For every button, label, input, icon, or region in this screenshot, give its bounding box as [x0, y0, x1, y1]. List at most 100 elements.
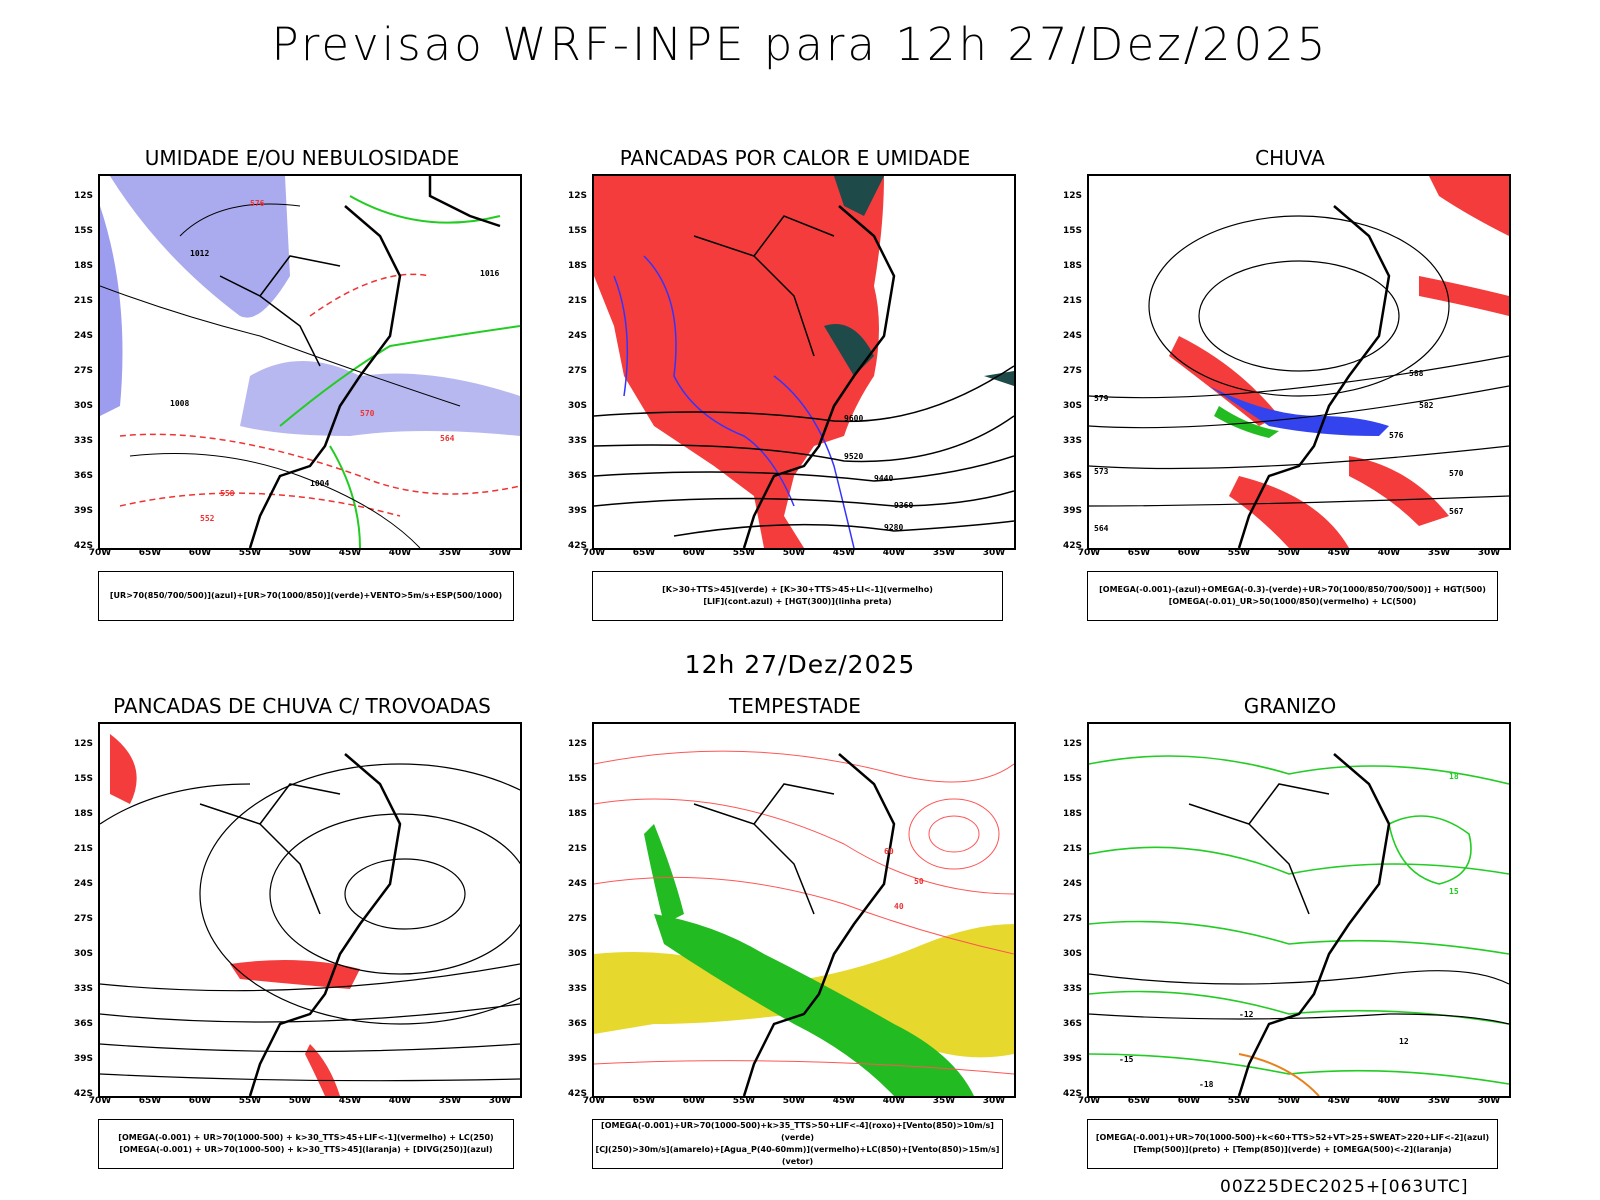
map-area[interactable] — [98, 722, 522, 1098]
lat-tick-label: 24S — [1063, 331, 1083, 341]
temp500-contour — [1089, 970, 1509, 985]
panel-granizo[interactable]: GRANIZO -12 -15 -18 12 15 18 [OMEGA(-0.0… — [1040, 694, 1540, 1194]
lat-tick-label: 30S — [1063, 949, 1083, 959]
lat-tick-label: 27S — [74, 914, 94, 924]
lon-tick-label: 30W — [982, 1096, 1006, 1106]
panel-chuva[interactable]: CHUVA 588 582 579 576 573 570 567 564 — [1040, 146, 1540, 646]
panel-pancadas-trovoadas[interactable]: PANCADAS DE CHUVA C/ TROVOADAS [OMEGA(-0… — [52, 694, 552, 1194]
streamline — [344, 858, 466, 930]
panel-pancadas-calor[interactable]: PANCADAS POR CALOR E UMIDADE 9600 9520 9… — [545, 146, 1045, 646]
lon-tick-label: 70W — [1077, 1096, 1101, 1106]
contour-label: 1008 — [170, 399, 189, 408]
lon-tick-label: 50W — [782, 548, 806, 558]
legend-line: [OMEGA(-0.001) + UR>70(1000-500) + k>30_… — [118, 1133, 494, 1142]
lon-axis: 70W 65W 60W 55W 50W 45W 40W 35W 30W — [583, 1096, 1012, 1108]
forecast-time-subtitle: 12h 27/Dez/2025 — [684, 650, 916, 679]
lon-tick-label: 35W — [932, 1096, 956, 1106]
humidity-blue-area — [110, 176, 290, 318]
streamline-red — [594, 750, 1014, 783]
map-area[interactable]: 1012 1016 1008 1004 576 570 564 558 552 — [98, 174, 522, 550]
lon-tick-label: 40W — [1377, 1096, 1401, 1106]
lat-tick-label: 27S — [1063, 914, 1083, 924]
lon-tick-label: 70W — [88, 1096, 112, 1106]
lon-tick-label: 60W — [188, 548, 212, 558]
humidity-green-contour — [279, 325, 520, 427]
lat-tick-label: 39S — [1063, 506, 1083, 516]
lat-tick-label: 36S — [568, 1019, 588, 1029]
map-area[interactable]: 588 582 579 576 573 570 567 564 — [1087, 174, 1511, 550]
lat-tick-label: 18S — [568, 261, 588, 271]
temp850-contour — [1089, 990, 1509, 1025]
map-area[interactable]: 40 50 60 — [592, 722, 1016, 1098]
wind-green-area — [654, 914, 974, 1096]
lon-axis: 70W 65W 60W 55W 50W 45W 40W 35W 30W — [1078, 548, 1507, 560]
streamline-red — [908, 798, 1000, 870]
rain-red-area — [1169, 336, 1279, 426]
lat-tick-label: 42S — [74, 541, 94, 551]
lon-tick-label: 35W — [1427, 548, 1451, 558]
lon-tick-label: 30W — [488, 548, 512, 558]
lat-tick-label: 27S — [74, 366, 94, 376]
lon-tick-label: 70W — [582, 548, 606, 558]
lon-tick-label: 35W — [438, 548, 462, 558]
lat-tick-label: 12S — [1063, 191, 1083, 201]
coastline — [248, 753, 402, 1096]
height-contour — [594, 365, 1014, 423]
coastline — [742, 205, 896, 548]
map-area[interactable]: 9600 9520 9440 9360 9280 — [592, 174, 1016, 550]
lat-tick-label: 39S — [74, 1054, 94, 1064]
lat-tick-label: 15S — [74, 226, 94, 236]
lon-tick-label: 55W — [1227, 548, 1251, 558]
lat-tick-label: 18S — [568, 809, 588, 819]
legend-line: [OMEGA(-0.001)+UR>70(1000-500)+k<60+TTS>… — [1095, 1133, 1490, 1142]
lon-tick-label: 40W — [882, 1096, 906, 1106]
legend-line: [UR>70(850/700/500)](azul)+[UR>70(1000/8… — [109, 591, 503, 600]
lat-tick-label: 15S — [1063, 226, 1083, 236]
panel-tempestade[interactable]: TEMPESTADE 40 50 60 [OMEGA(-0.001)+UR>70… — [545, 694, 1045, 1194]
contour-label: 1012 — [190, 249, 209, 258]
streamline-red — [594, 798, 1014, 895]
height-contour — [594, 490, 1014, 507]
map-area[interactable]: -12 -15 -18 12 15 18 — [1087, 722, 1511, 1098]
contour-label: 576 — [1389, 431, 1404, 440]
lat-tick-label: 27S — [568, 366, 588, 376]
lon-tick-label: 40W — [1377, 548, 1401, 558]
lat-tick-label: 36S — [568, 471, 588, 481]
instability-dark-green-area — [834, 176, 884, 216]
contour-label: 558 — [220, 489, 235, 498]
humidity-blue-west — [100, 206, 123, 416]
rain-red-area — [1429, 176, 1509, 236]
streamline-red — [594, 1060, 1014, 1075]
lon-tick-label: 50W — [288, 548, 312, 558]
thickness-red-contour — [119, 492, 401, 517]
streamline-red — [594, 876, 1014, 955]
legend-box: [OMEGA(-0.001)+UR>70(1000-500)+k>35_TTS>… — [592, 1119, 1003, 1169]
panel-umidade[interactable]: UMIDADE E/OU NEBULOSIDADE 1012 1016 1008… — [52, 146, 552, 646]
lon-tick-label: 55W — [1227, 1096, 1251, 1106]
lat-tick-label: 30S — [74, 401, 94, 411]
lon-tick-label: 30W — [1477, 1096, 1501, 1106]
contour-label: 570 — [360, 409, 375, 418]
lat-tick-label: 39S — [568, 506, 588, 516]
height-contour — [1198, 260, 1400, 372]
lon-tick-label: 45W — [832, 1096, 856, 1106]
contour-label: 579 — [1094, 394, 1109, 403]
map-svg: 588 582 579 576 573 570 567 564 — [1089, 176, 1509, 548]
pressure-contour — [129, 453, 421, 548]
legend-line: [K>30+TTS>45](verde) + [K>30+TTS>45+LI<-… — [662, 585, 933, 594]
contour-label: 1004 — [310, 479, 329, 488]
streamline — [100, 963, 520, 992]
country-border — [1188, 783, 1330, 915]
panel-title: CHUVA — [1255, 146, 1325, 170]
lon-tick-label: 60W — [682, 548, 706, 558]
contour-label: -18 — [1199, 1080, 1214, 1089]
lat-tick-label: 33S — [568, 436, 588, 446]
contour-label: 9600 — [844, 414, 863, 423]
instability-dark-green-area — [984, 371, 1014, 386]
lon-tick-label: 65W — [138, 548, 162, 558]
lon-tick-label: 45W — [1327, 548, 1351, 558]
lon-axis: 70W 65W 60W 55W 50W 45W 40W 35W 30W — [89, 1096, 518, 1108]
contour-label: 588 — [1409, 369, 1424, 378]
streamline — [100, 1043, 520, 1053]
lat-tick-label: 24S — [74, 879, 94, 889]
